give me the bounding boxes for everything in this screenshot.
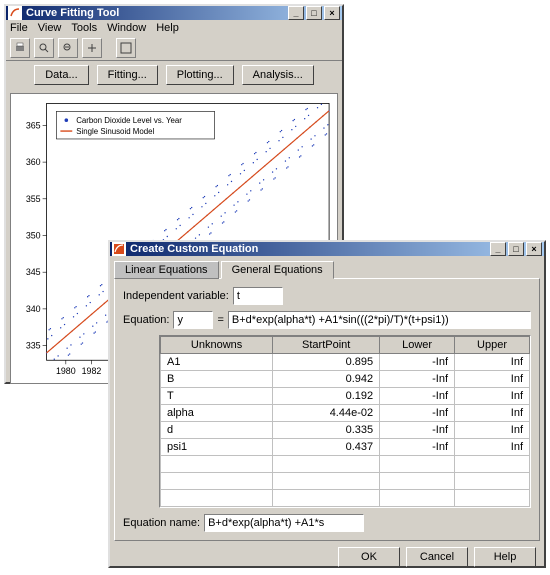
dialog-buttons: OK Cancel Help: [114, 541, 540, 571]
cell-name[interactable]: psi1: [161, 439, 273, 456]
cell-start[interactable]: 0.437: [273, 439, 380, 456]
dialog-window-controls: _ □ ×: [488, 242, 542, 256]
table-row[interactable]: psi10.437-InfInf: [161, 439, 530, 456]
zoom-out-icon[interactable]: [58, 38, 78, 58]
unknowns-table-wrap: Unknowns StartPoint Lower Upper A10.895-…: [159, 335, 531, 508]
col-startpoint[interactable]: StartPoint: [273, 337, 380, 354]
svg-text:1982: 1982: [82, 366, 102, 376]
svg-text:1980: 1980: [56, 366, 76, 376]
col-unknowns[interactable]: Unknowns: [161, 337, 273, 354]
menu-file[interactable]: File: [10, 22, 28, 34]
menu-tools[interactable]: Tools: [71, 22, 97, 34]
dialog-maximize-button[interactable]: □: [508, 242, 524, 256]
table-row-empty: [161, 473, 530, 490]
dialog-icon: [112, 242, 126, 256]
minimize-button[interactable]: _: [288, 6, 304, 20]
equation-lhs-input[interactable]: y: [173, 311, 213, 329]
table-row[interactable]: alpha4.44e-02-InfInf: [161, 405, 530, 422]
dialog-close-button[interactable]: ×: [526, 242, 542, 256]
cell-lower[interactable]: -Inf: [380, 405, 455, 422]
dialog-minimize-button[interactable]: _: [490, 242, 506, 256]
svg-text:340: 340: [26, 304, 41, 314]
menu-window[interactable]: Window: [107, 22, 146, 34]
window-controls: _ □ ×: [286, 6, 340, 20]
menubar: File View Tools Window Help: [6, 20, 342, 36]
cell-start[interactable]: 4.44e-02: [273, 405, 380, 422]
indep-var-input[interactable]: t: [233, 287, 283, 305]
cell-lower[interactable]: -Inf: [380, 354, 455, 371]
cell-start[interactable]: 0.335: [273, 422, 380, 439]
svg-text:335: 335: [26, 341, 41, 351]
svg-text:355: 355: [26, 194, 41, 204]
data-button[interactable]: Data...: [34, 65, 88, 85]
svg-text:350: 350: [26, 230, 41, 240]
col-lower[interactable]: Lower: [380, 337, 455, 354]
cell-name[interactable]: B: [161, 371, 273, 388]
zoom-in-icon[interactable]: [34, 38, 54, 58]
svg-text:365: 365: [26, 120, 41, 130]
cell-start[interactable]: 0.942: [273, 371, 380, 388]
maximize-button[interactable]: □: [306, 6, 322, 20]
svg-text:Carbon Dioxide Level vs. Year: Carbon Dioxide Level vs. Year: [76, 116, 182, 125]
equals-sign: =: [217, 314, 223, 326]
pan-icon[interactable]: [82, 38, 102, 58]
window-title: Curve Fitting Tool: [26, 7, 286, 19]
indep-var-label: Independent variable:: [123, 290, 229, 302]
cell-lower[interactable]: -Inf: [380, 439, 455, 456]
cell-lower[interactable]: -Inf: [380, 388, 455, 405]
table-row-empty: [161, 456, 530, 473]
equation-name-input[interactable]: B+d*exp(alpha*t) +A1*s: [204, 514, 364, 532]
help-button[interactable]: Help: [474, 547, 536, 567]
cell-upper[interactable]: Inf: [455, 422, 530, 439]
fitting-button[interactable]: Fitting...: [97, 65, 158, 85]
cell-name[interactable]: T: [161, 388, 273, 405]
equation-rhs-input[interactable]: B+d*exp(alpha*t) +A1*sin(((2*pi)/T)*(t+p…: [228, 311, 531, 329]
dialog-title: Create Custom Equation: [130, 243, 488, 255]
cell-name[interactable]: alpha: [161, 405, 273, 422]
legend-icon[interactable]: [116, 38, 136, 58]
table-row[interactable]: d0.335-InfInf: [161, 422, 530, 439]
menu-view[interactable]: View: [38, 22, 62, 34]
svg-text:345: 345: [26, 267, 41, 277]
table-row[interactable]: B0.942-InfInf: [161, 371, 530, 388]
analysis-button[interactable]: Analysis...: [242, 65, 314, 85]
tab-linear-equations[interactable]: Linear Equations: [114, 261, 219, 279]
cell-upper[interactable]: Inf: [455, 439, 530, 456]
plotting-button[interactable]: Plotting...: [166, 65, 234, 85]
dialog-body: Linear Equations General Equations Indep…: [110, 256, 544, 575]
tab-general-equations[interactable]: General Equations: [221, 261, 334, 279]
cancel-button[interactable]: Cancel: [406, 547, 468, 567]
col-upper[interactable]: Upper: [455, 337, 530, 354]
cell-name[interactable]: d: [161, 422, 273, 439]
toolbar: [6, 36, 342, 61]
cell-name[interactable]: A1: [161, 354, 273, 371]
unknowns-table: Unknowns StartPoint Lower Upper A10.895-…: [160, 336, 530, 507]
cell-upper[interactable]: Inf: [455, 354, 530, 371]
cell-lower[interactable]: -Inf: [380, 422, 455, 439]
table-row[interactable]: T0.192-InfInf: [161, 388, 530, 405]
cell-upper[interactable]: Inf: [455, 405, 530, 422]
cell-start[interactable]: 0.192: [273, 388, 380, 405]
app-icon: [8, 6, 22, 20]
svg-text:Single Sinusoid Model: Single Sinusoid Model: [76, 127, 154, 136]
print-icon[interactable]: [10, 38, 30, 58]
table-row-empty: [161, 490, 530, 507]
action-button-row: Data... Fitting... Plotting... Analysis.…: [6, 61, 342, 89]
svg-text:360: 360: [26, 157, 41, 167]
cell-upper[interactable]: Inf: [455, 371, 530, 388]
close-button[interactable]: ×: [324, 6, 340, 20]
titlebar-main: Curve Fitting Tool _ □ ×: [6, 6, 342, 20]
cell-upper[interactable]: Inf: [455, 388, 530, 405]
ok-button[interactable]: OK: [338, 547, 400, 567]
table-row[interactable]: A10.895-InfInf: [161, 354, 530, 371]
menu-help[interactable]: Help: [156, 22, 179, 34]
tab-panel: Independent variable: t Equation: y = B+…: [114, 278, 540, 541]
equation-name-label: Equation name:: [123, 517, 200, 529]
titlebar-dialog: Create Custom Equation _ □ ×: [110, 242, 544, 256]
cell-start[interactable]: 0.895: [273, 354, 380, 371]
custom-equation-dialog: Create Custom Equation _ □ × Linear Equa…: [108, 240, 546, 568]
cell-lower[interactable]: -Inf: [380, 371, 455, 388]
tabs: Linear Equations General Equations: [114, 261, 540, 279]
equation-label: Equation:: [123, 314, 169, 326]
